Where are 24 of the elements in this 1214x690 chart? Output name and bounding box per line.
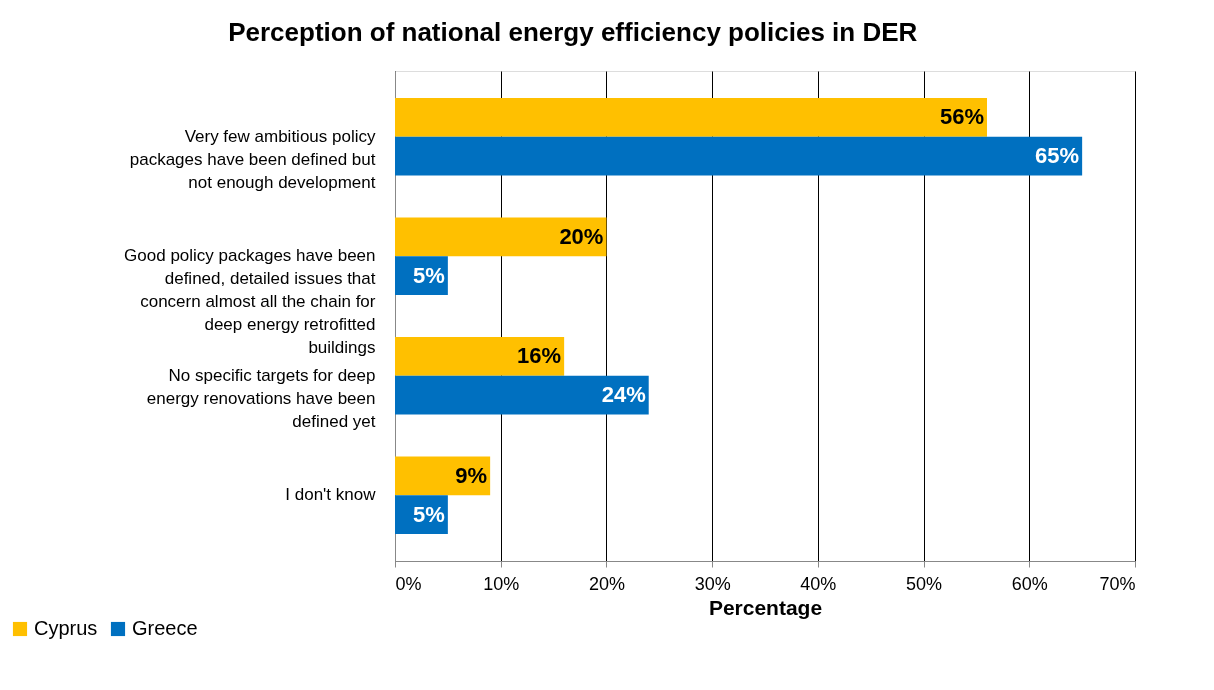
x-tick-label: 20% <box>588 573 625 594</box>
y-tick-label: I don't know <box>285 485 377 505</box>
x-tick-label: 10% <box>483 573 520 594</box>
y-tick-label: Good policy packages have been defined, detailed issues that concern almost all the chain for deep energy retrofitted buildings <box>124 246 376 358</box>
y-tick-label: Very few ambitious policy packages have been defined but not enough development <box>129 126 376 192</box>
data-label: 56% <box>939 104 984 130</box>
x-tick-label: 0% <box>395 573 422 594</box>
data-label: 9% <box>455 462 488 488</box>
data-label: 65% <box>1035 143 1080 169</box>
legend-label: Greece <box>132 617 198 639</box>
x-tick-label: 70% <box>1099 573 1136 594</box>
chart-title: Perception of national energy efficiency policies in DER <box>228 17 918 47</box>
y-tick-label: No specific targets for deep energy renovations have been defined yet <box>146 365 376 431</box>
x-axis-title: Percentage <box>708 595 823 619</box>
x-tick-label: 60% <box>1011 573 1048 594</box>
data-label: 5% <box>413 501 445 527</box>
x-tick-label: 50% <box>906 573 943 594</box>
data-label: 20% <box>559 223 604 249</box>
data-label: 16% <box>517 343 562 369</box>
x-tick-label: 40% <box>800 573 837 594</box>
x-tick-label: 30% <box>694 573 731 594</box>
data-label: 24% <box>601 382 646 408</box>
legend-label: Cyprus <box>34 617 98 639</box>
data-label: 5% <box>413 262 445 288</box>
